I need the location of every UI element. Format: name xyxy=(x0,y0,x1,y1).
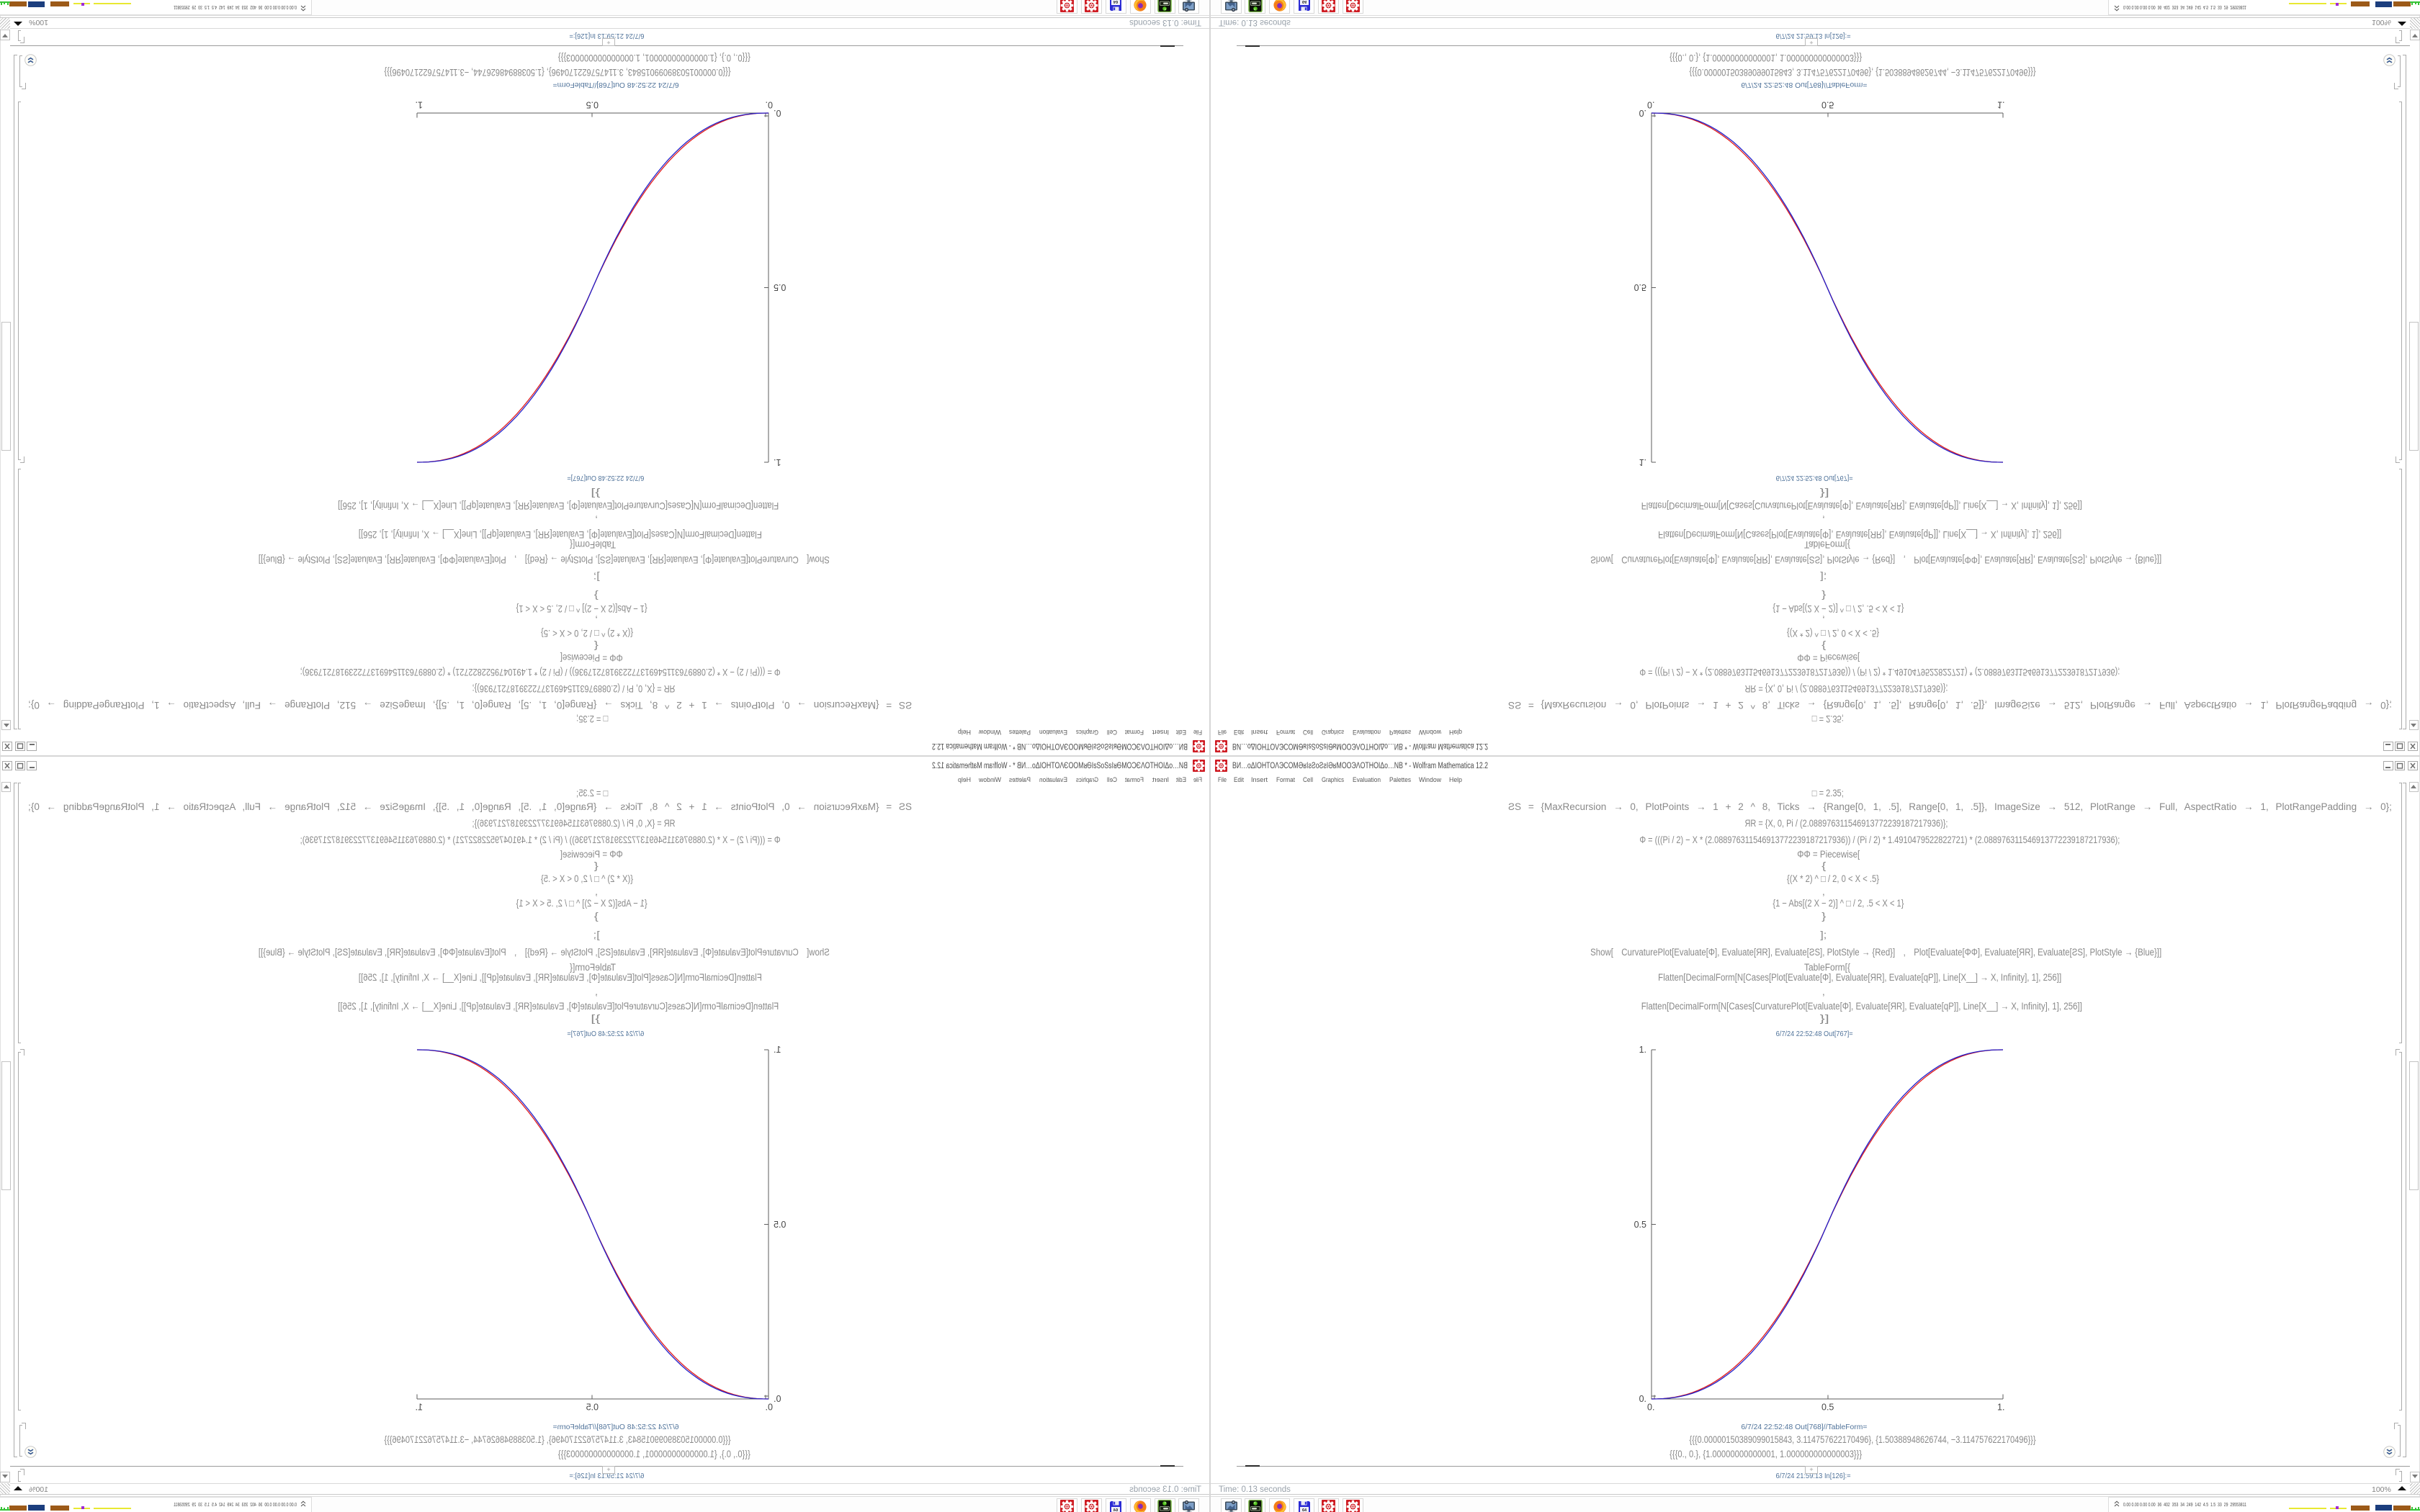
svg-text:0.: 0. xyxy=(1639,1394,1646,1404)
svg-text:0.5: 0.5 xyxy=(1634,282,1646,292)
svg-text:1.: 1. xyxy=(416,100,423,110)
svg-text:1.: 1. xyxy=(416,1403,423,1413)
svg-text:0.5: 0.5 xyxy=(1821,1403,1834,1413)
svg-text:1.: 1. xyxy=(1639,1045,1646,1055)
svg-text:64: 64 xyxy=(1301,1508,1307,1512)
svg-text:64: 64 xyxy=(1113,0,1119,4)
svg-text:0.: 0. xyxy=(766,1403,773,1413)
svg-text:0.: 0. xyxy=(774,1394,781,1404)
svg-text:0.5: 0.5 xyxy=(586,100,599,110)
svg-text:0.: 0. xyxy=(774,108,781,118)
svg-text:0.5: 0.5 xyxy=(1821,100,1834,110)
svg-text:1.: 1. xyxy=(1997,1403,2004,1413)
svg-text:1.: 1. xyxy=(1997,100,2004,110)
svg-text:64: 64 xyxy=(1301,0,1307,4)
svg-text:0.5: 0.5 xyxy=(774,1220,786,1230)
svg-text:0.: 0. xyxy=(1647,100,1654,110)
svg-text:0.5: 0.5 xyxy=(1634,1220,1646,1230)
svg-text:0.: 0. xyxy=(1647,1403,1654,1413)
svg-text:1.: 1. xyxy=(774,1045,781,1055)
svg-text:0.5: 0.5 xyxy=(774,282,786,292)
svg-text:0.5: 0.5 xyxy=(586,1403,599,1413)
svg-text:0.: 0. xyxy=(766,100,773,110)
svg-text:1.: 1. xyxy=(774,457,781,467)
svg-text:0.: 0. xyxy=(1639,108,1646,118)
svg-text:64: 64 xyxy=(1113,1508,1119,1512)
svg-text:1.: 1. xyxy=(1639,457,1646,467)
